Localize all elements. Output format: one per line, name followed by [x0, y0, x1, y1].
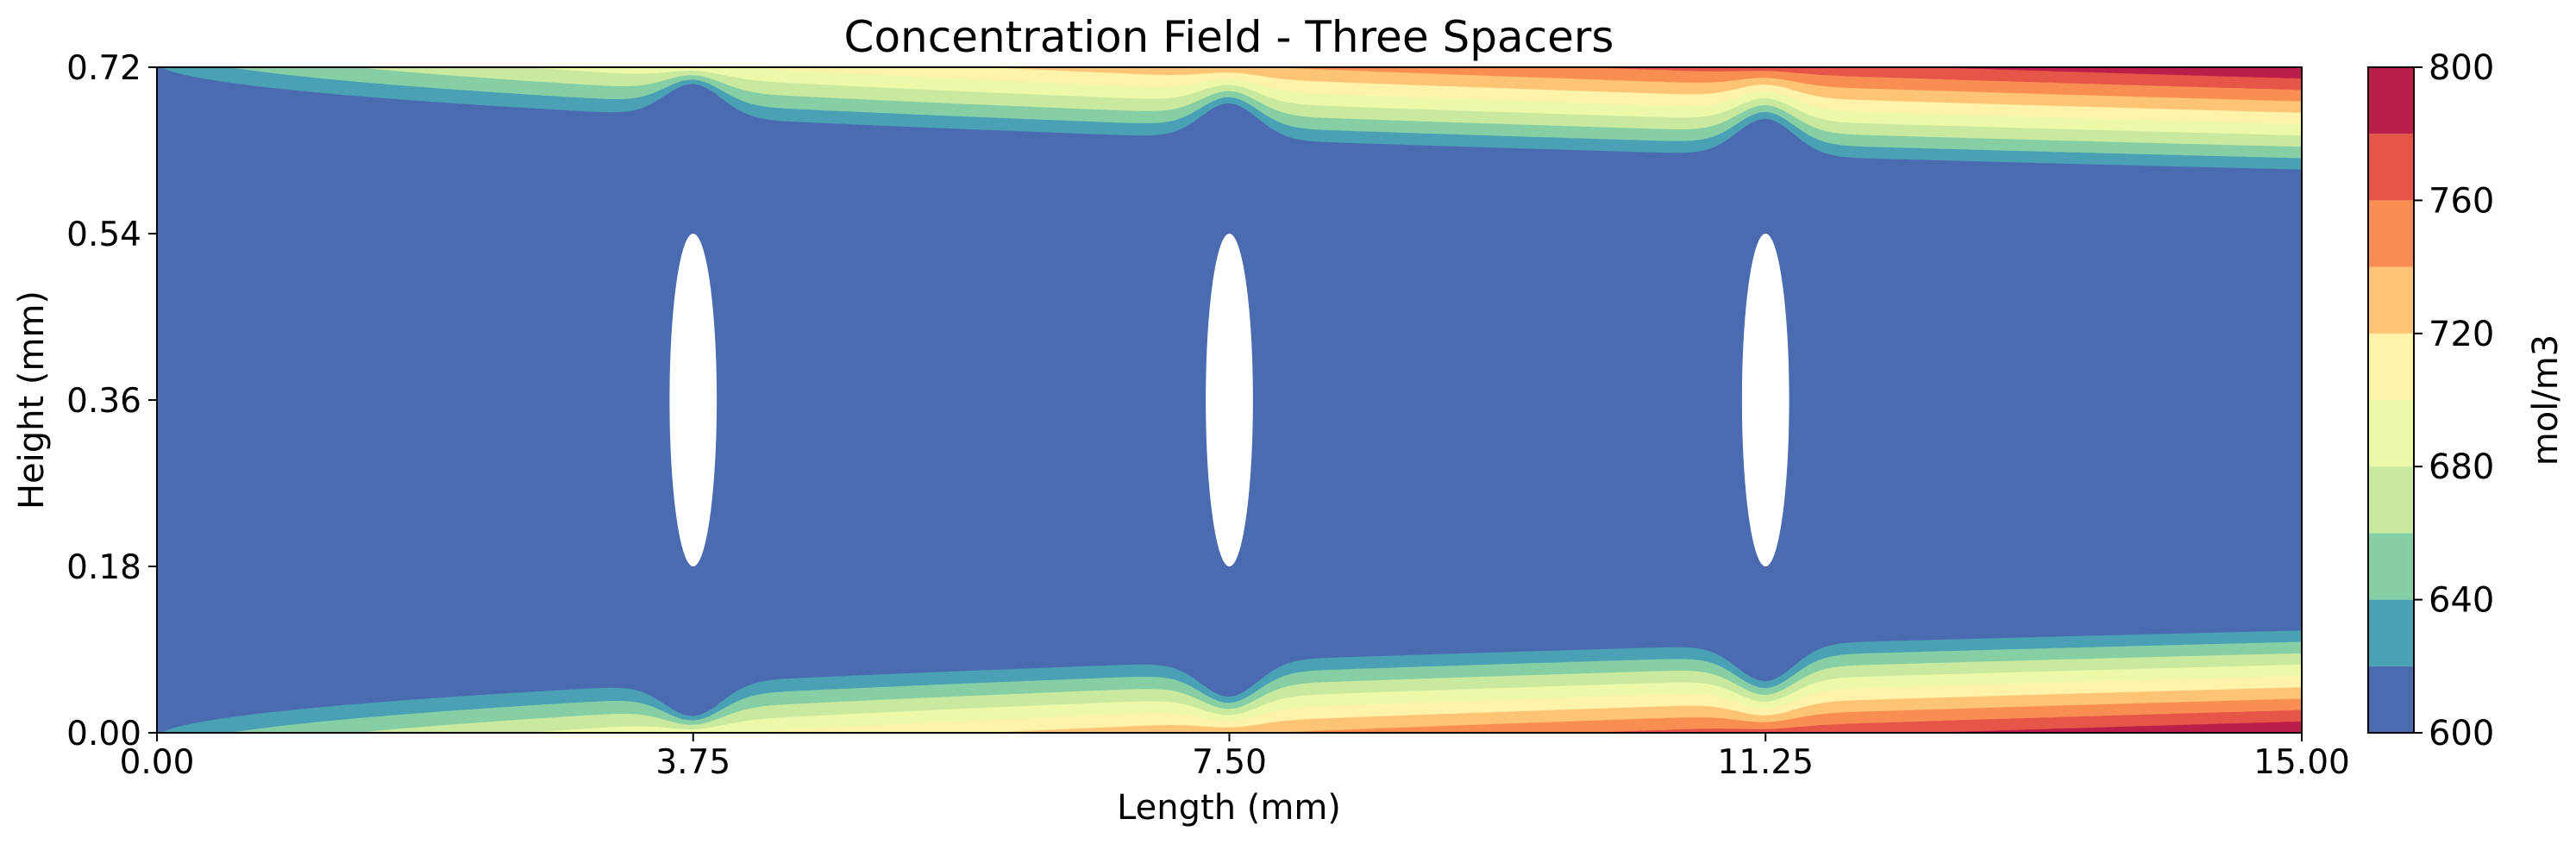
colorbar-band [2368, 134, 2414, 201]
colorbar-band [2368, 533, 2414, 600]
colorbar-band [2368, 67, 2414, 134]
y-tick-label: 0.18 [66, 548, 141, 587]
colorbar-tick-label: 600 [2429, 714, 2494, 753]
x-tick-label: 11.25 [1717, 743, 1814, 782]
concentration-bands [157, 67, 2302, 733]
colorbar-tick-label: 800 [2429, 48, 2494, 88]
colorbar-band [2368, 400, 2414, 467]
colorbar-frame [2367, 66, 2415, 734]
y-axis-ticks: 0.00 0.18 0.36 0.54 0.72 [66, 49, 157, 753]
band-bottom-780 [157, 721, 2302, 733]
colorbar-band [2368, 266, 2414, 334]
x-tick-label: 7.50 [1192, 743, 1267, 782]
x-tick-label: 15.00 [2253, 743, 2350, 782]
band-top-740 [157, 67, 2302, 102]
colorbar-tick-label: 720 [2429, 315, 2494, 354]
colorbar-tick-label: 680 [2429, 447, 2494, 487]
colorbar-label: mol/m3 [2526, 334, 2566, 466]
spacers [669, 234, 1789, 566]
y-axis-label: Height (mm) [12, 291, 52, 510]
contour-plot-area [157, 67, 2302, 733]
y-tick-label: 0.00 [66, 715, 141, 753]
colorbar-band [2368, 666, 2414, 733]
x-axis-label: Length (mm) [1117, 788, 1341, 828]
spacer-3 [1741, 234, 1789, 566]
band-top-780 [157, 67, 2302, 79]
colorbar-band [2368, 599, 2414, 666]
x-tick-label: 3.75 [655, 743, 730, 782]
colorbar: 600 640 680 720 760 800 mol/m3 [2367, 48, 2566, 753]
x-axis-ticks: 0.00 3.75 7.50 11.25 15.00 [120, 733, 2350, 782]
y-tick-label: 0.54 [66, 216, 141, 254]
colorbar-tick-label: 760 [2429, 181, 2494, 221]
band-top-720 [157, 67, 2302, 113]
spacer-2 [1206, 234, 1253, 566]
colorbar-bands [2368, 67, 2414, 733]
chart-title: Concentration Field - Three Spacers [844, 12, 1614, 62]
x-tick-label: 0.00 [120, 743, 195, 782]
band-bottom-720 [157, 687, 2302, 733]
band-bottom-740 [157, 698, 2302, 733]
y-tick-label: 0.72 [66, 49, 141, 88]
colorbar-ticks: 600 640 680 720 760 800 [2414, 48, 2494, 753]
colorbar-band [2368, 333, 2414, 400]
colorbar-tick-label: 640 [2429, 581, 2494, 621]
spacer-1 [669, 234, 718, 566]
colorbar-band [2368, 466, 2414, 534]
colorbar-band [2368, 200, 2414, 267]
y-tick-label: 0.36 [66, 382, 141, 421]
